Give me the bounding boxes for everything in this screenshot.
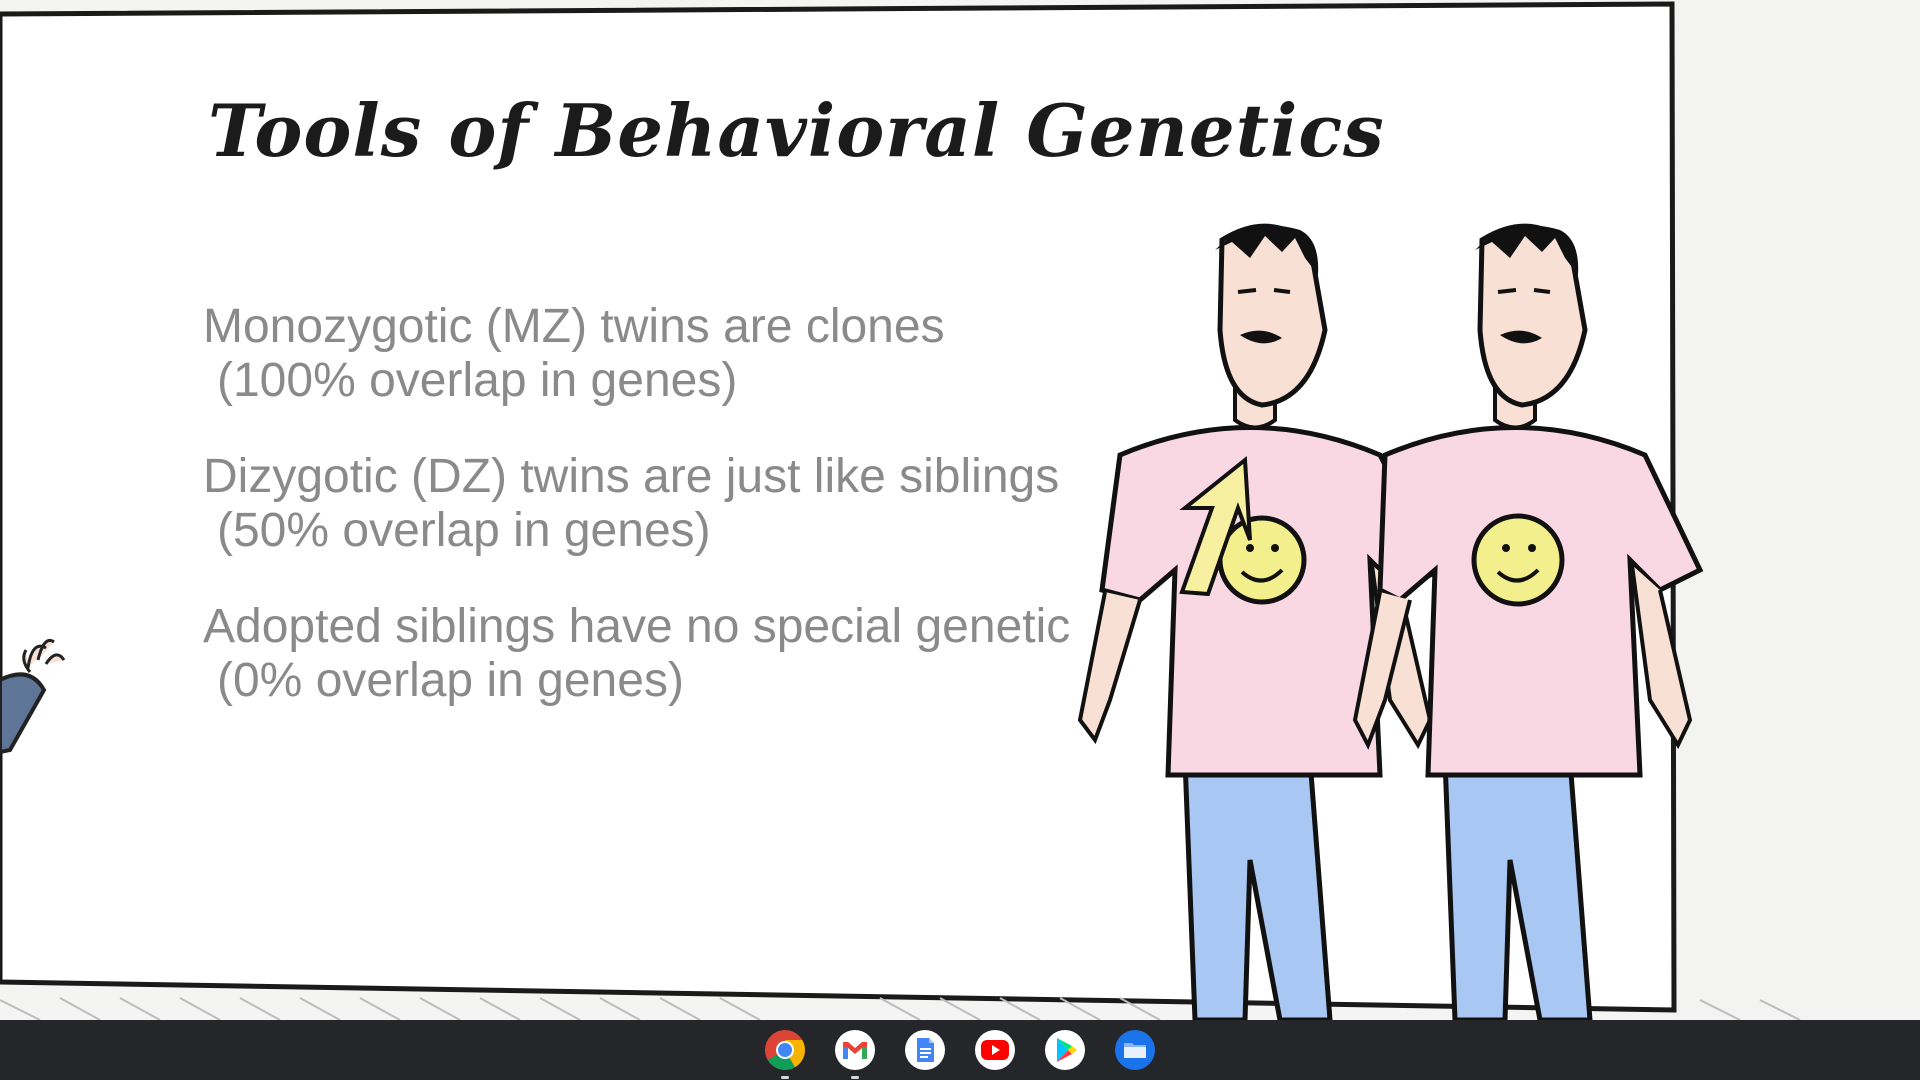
bullet-dz: Dizygotic (DZ) twins are just like sibli… (203, 450, 1203, 558)
bullet-mz-sub: (100% overlap in genes) (217, 354, 738, 407)
scene-drawing (0, 1, 1801, 1023)
bullet-adopted: Adopted siblings have no special genetic… (203, 600, 1203, 708)
shelf-app-gmail[interactable] (832, 1027, 878, 1079)
shelf (0, 1020, 1920, 1080)
bullet-dz-main: Dizygotic (DZ) twins are just like sibli… (203, 450, 1060, 503)
shelf-app-youtube[interactable] (972, 1027, 1018, 1073)
floor-hatch (0, 997, 1801, 1021)
shelf-app-docs[interactable] (902, 1027, 948, 1073)
bullet-mz: Monozygotic (MZ) twins are clones (100% … (203, 300, 1203, 408)
play-store-icon (1045, 1030, 1085, 1070)
video-frame[interactable]: Tools of Behavioral Genetics Monozygotic… (0, 0, 1920, 1023)
shelf-app-files[interactable] (1112, 1027, 1158, 1073)
twin-left (1077, 223, 1444, 1023)
twin-right (1352, 223, 1704, 1023)
bullet-adopted-sub: (0% overlap in genes) (217, 654, 684, 707)
docs-icon (905, 1030, 945, 1070)
bullet-dz-sub: (50% overlap in genes) (217, 504, 711, 557)
shelf-app-chrome[interactable] (762, 1027, 808, 1079)
gmail-icon (835, 1030, 875, 1070)
slide-bullets: Monozygotic (MZ) twins are clones (100% … (203, 300, 1203, 750)
bullet-adopted-main: Adopted siblings have no special genetic (203, 600, 1071, 653)
youtube-icon (975, 1030, 1015, 1070)
slide-title: Tools of Behavioral Genetics (208, 88, 1385, 173)
running-indicator (781, 1076, 789, 1079)
shelf-app-play-store[interactable] (1042, 1027, 1088, 1073)
files-icon (1115, 1030, 1155, 1070)
left-person-hand (0, 639, 66, 755)
chrome-icon (765, 1030, 805, 1070)
running-indicator (851, 1076, 859, 1079)
bullet-mz-main: Monozygotic (MZ) twins are clones (203, 300, 945, 353)
